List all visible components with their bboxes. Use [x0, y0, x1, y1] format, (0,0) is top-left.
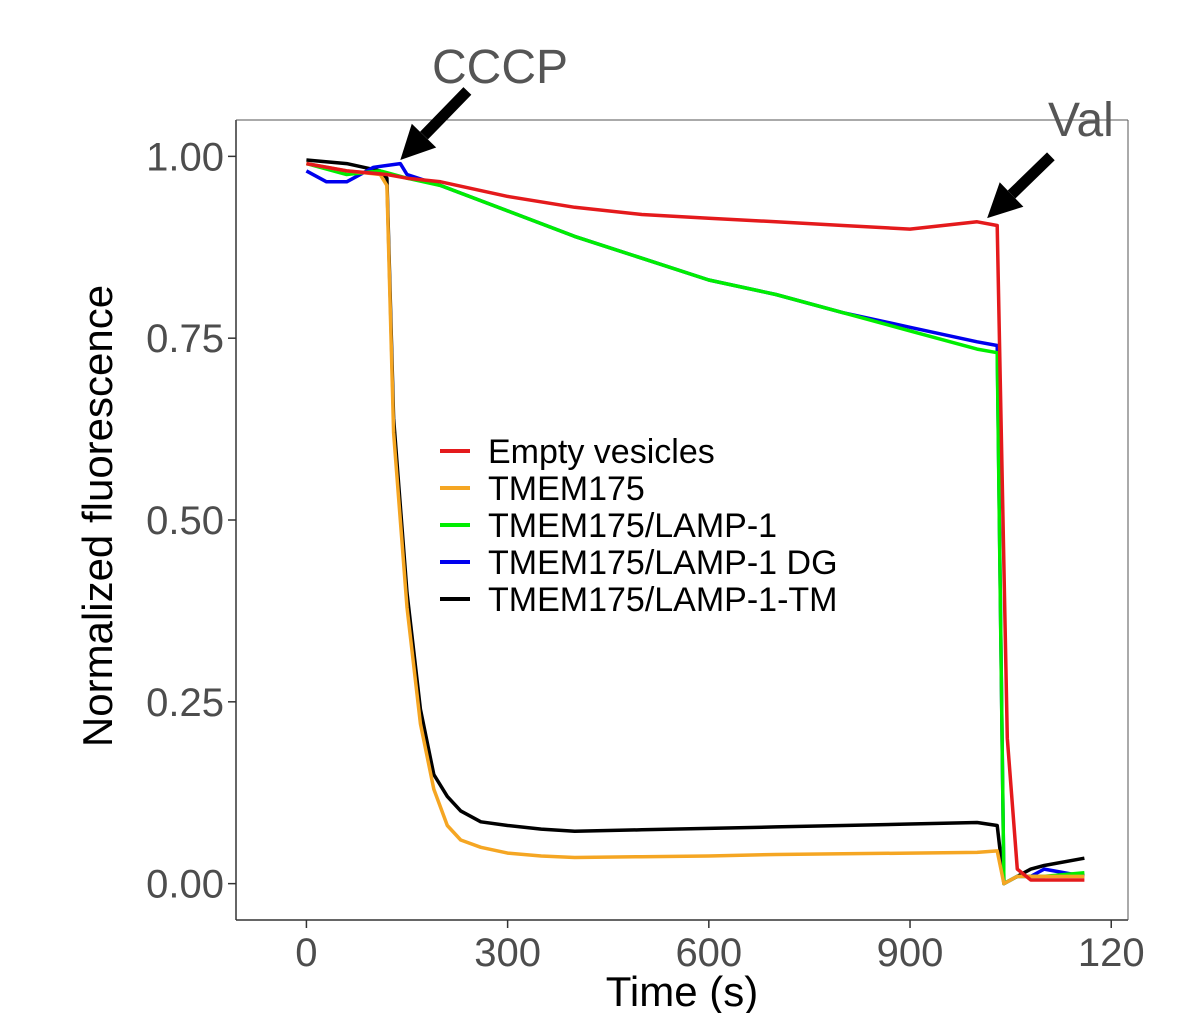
x-tick-label: 900 [877, 931, 944, 975]
y-tick-label: 0.75 [146, 317, 224, 361]
x-tick-label: 120 [1078, 931, 1145, 975]
legend: Empty vesiclesTMEM175TMEM175/LAMP-1TMEM1… [440, 433, 838, 619]
x-tick-label: 600 [675, 931, 742, 975]
legend-label: Empty vesicles [488, 433, 715, 471]
legend-label: TMEM175/LAMP-1-TM [488, 581, 838, 619]
series-line-0 [306, 161, 1085, 882]
x-tick-label: 0 [295, 931, 317, 975]
x-axis: 0 300 600 900 120 [295, 920, 1145, 975]
y-tick-label: 1.00 [146, 135, 224, 179]
annotation-arrow-head [400, 123, 437, 160]
y-axis-title: Normalized fluorescence [74, 285, 121, 747]
legend-label: TMEM175 [488, 470, 645, 508]
legend-label: TMEM175/LAMP-1 [488, 507, 777, 545]
series-line-1 [306, 161, 1085, 886]
legend-label: TMEM175/LAMP-1 DG [488, 544, 838, 582]
y-axis: 0.00 0.25 0.50 0.75 1.00 [146, 135, 236, 907]
annotation-label: Val [1048, 94, 1114, 147]
y-tick-label: 0.00 [146, 863, 224, 907]
annotation-arrow-shaft [420, 87, 472, 140]
y-tick-label: 0.50 [146, 499, 224, 543]
y-tick-label: 0.25 [146, 681, 224, 725]
annotation-label: CCCP [432, 41, 568, 94]
annotation-arrow-head [987, 182, 1024, 219]
x-tick-label: 300 [474, 931, 541, 975]
x-axis-title: Time (s) [606, 968, 758, 1013]
annotation-arrow-shaft [1007, 152, 1055, 199]
annotations: CCCP Val [400, 41, 1114, 219]
series-layer [305, 158, 1085, 886]
